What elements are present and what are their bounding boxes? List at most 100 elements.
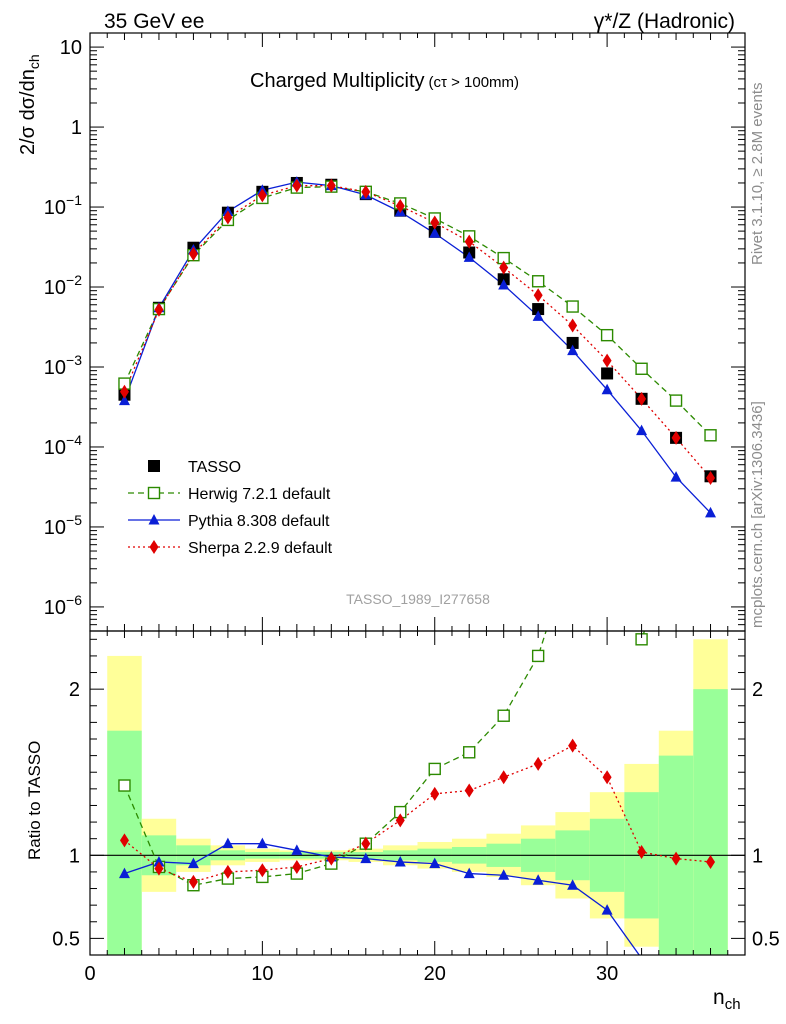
main-series-1-point (601, 383, 613, 395)
ratio-series-2-point (257, 863, 267, 878)
ratio-series-1-point (394, 855, 406, 867)
ratio-series-2-point (568, 738, 578, 753)
main-series-1-point (463, 251, 475, 262)
x-tick-label: 0 (84, 963, 95, 985)
main-series-1-point (567, 344, 579, 356)
header-left: 35 GeV ee (104, 10, 204, 33)
ratio-series-1-point (118, 867, 130, 879)
ratio-series-0-point (428, 762, 441, 776)
main-series-2-point (533, 288, 543, 303)
ratio-series-2-point (464, 783, 474, 798)
ratio-series-1-point (532, 874, 544, 885)
y-tick-label: 10−6 (44, 592, 82, 619)
data-point (566, 336, 579, 349)
y-tick-label: 10 (60, 37, 82, 59)
header-right: γ*/Z (Hadronic) (594, 10, 735, 33)
ratio-series-2-point (533, 756, 543, 771)
ratio-series-2-point (361, 836, 371, 851)
main-series-1-point (118, 394, 130, 406)
ratio-series-2-point (637, 844, 647, 859)
ratio-series-2-point (430, 786, 440, 801)
ratio-series-1-point (222, 837, 234, 849)
ratio-series-2-point (326, 851, 336, 866)
main-series-0-point (531, 275, 545, 288)
ratio-panel-bands (90, 639, 745, 955)
ratio-y-tick-label-right: 1 (752, 845, 763, 867)
main-series-2-point (119, 384, 129, 399)
main-series-2-point (188, 246, 198, 261)
main-series-1-point (705, 506, 717, 518)
chart-title: Charged Multiplicity (cτ > 100mm) (250, 70, 519, 92)
ratio-series-0-point (118, 779, 131, 792)
ratio-series-2-point (602, 770, 612, 785)
ratio-series-1-point (153, 855, 165, 867)
band-stat (693, 689, 728, 955)
ratio-series-1-point (291, 844, 303, 855)
main-series-2-point (464, 234, 474, 249)
main-series-2-point (671, 430, 681, 445)
y-tick-label: 10−3 (44, 352, 82, 379)
ratio-series-2-point (119, 833, 129, 848)
main-panel-marks (118, 176, 717, 518)
main-series-2-point (257, 188, 267, 203)
main-series-1-point (429, 227, 441, 238)
ratio-series-1-point (567, 879, 579, 890)
ratio-series-2-point (223, 864, 233, 879)
legend-label: Sherpa 2.2.9 default (188, 540, 333, 557)
x-tick-label: 30 (596, 963, 618, 985)
ratio-series-line-0 (123, 631, 646, 886)
main-series-0-point (635, 362, 648, 375)
y-tick-label: 10−2 (44, 272, 82, 299)
main-series-2-point (499, 260, 509, 275)
main-series-0-point (704, 429, 717, 442)
data-point (532, 303, 545, 316)
main-series-0-point (566, 300, 579, 313)
legend-label: Herwig 7.2.1 default (188, 486, 331, 503)
main-panel-axes: 10−6 10−5 10−4 10−3 10−2 10−1 1 10 (44, 33, 746, 632)
legend-label: Pythia 8.308 default (188, 513, 330, 530)
ratio-y-tick-label-right: 0.5 (752, 928, 780, 950)
legend-marker (147, 486, 161, 500)
main-series-2-point (602, 353, 612, 368)
ratio-series-1-point (498, 869, 510, 880)
main-series-2-point (361, 184, 371, 199)
ratio-y-tick-label: 0.5 (52, 928, 80, 950)
y-tick-label: 10−4 (44, 432, 82, 459)
ratio-series-1-point (187, 857, 199, 869)
ratio-series-2-point (671, 851, 681, 866)
main-series-1-point (532, 310, 544, 321)
x-axis-label: nch (713, 986, 741, 1013)
main-series-2-point (637, 391, 647, 406)
y-axis-label: 2/σ dσ/dnch (17, 54, 42, 155)
ratio-y-tick-label: 1 (69, 845, 80, 867)
legend-marker (148, 460, 160, 472)
ratio-series-group (118, 631, 716, 955)
main-series-0-point (669, 394, 683, 407)
ratio-series-1-point (463, 867, 475, 879)
ratio-y-tick-label: 2 (69, 679, 80, 701)
ratio-series-1-point (601, 904, 613, 915)
ratio-series-1-point (256, 837, 268, 849)
main-series-2-point (568, 318, 578, 333)
main-series-2-point (154, 302, 164, 317)
ratio-series-2-point (706, 854, 716, 869)
ratio-series-line-1 (124, 843, 641, 955)
x-tick-label: 10 (251, 963, 273, 985)
ratio-series-0-point (531, 649, 545, 663)
legend: TASSO Herwig 7.2.1 default Pythia 8.308 de… (128, 459, 333, 557)
ratio-series-0-point (463, 746, 476, 759)
main-series-1-point (498, 278, 510, 290)
legend-label: TASSO (188, 459, 241, 476)
x-tick-label: 20 (424, 963, 446, 985)
main-series-0-point (600, 328, 614, 342)
ratio-series-0-point (497, 709, 510, 722)
main-series-1-point (636, 424, 648, 436)
ratio-series-2-point (188, 874, 198, 889)
rivet-version-label: Rivet 3.1.10, ≥ 2.8M events (749, 83, 766, 266)
ratio-series-2-point (499, 770, 509, 785)
legend-marker (149, 540, 159, 554)
main-series-line-0 (123, 185, 711, 436)
ratio-panel-marks (118, 631, 716, 955)
ratio-series-2-point (154, 861, 164, 876)
